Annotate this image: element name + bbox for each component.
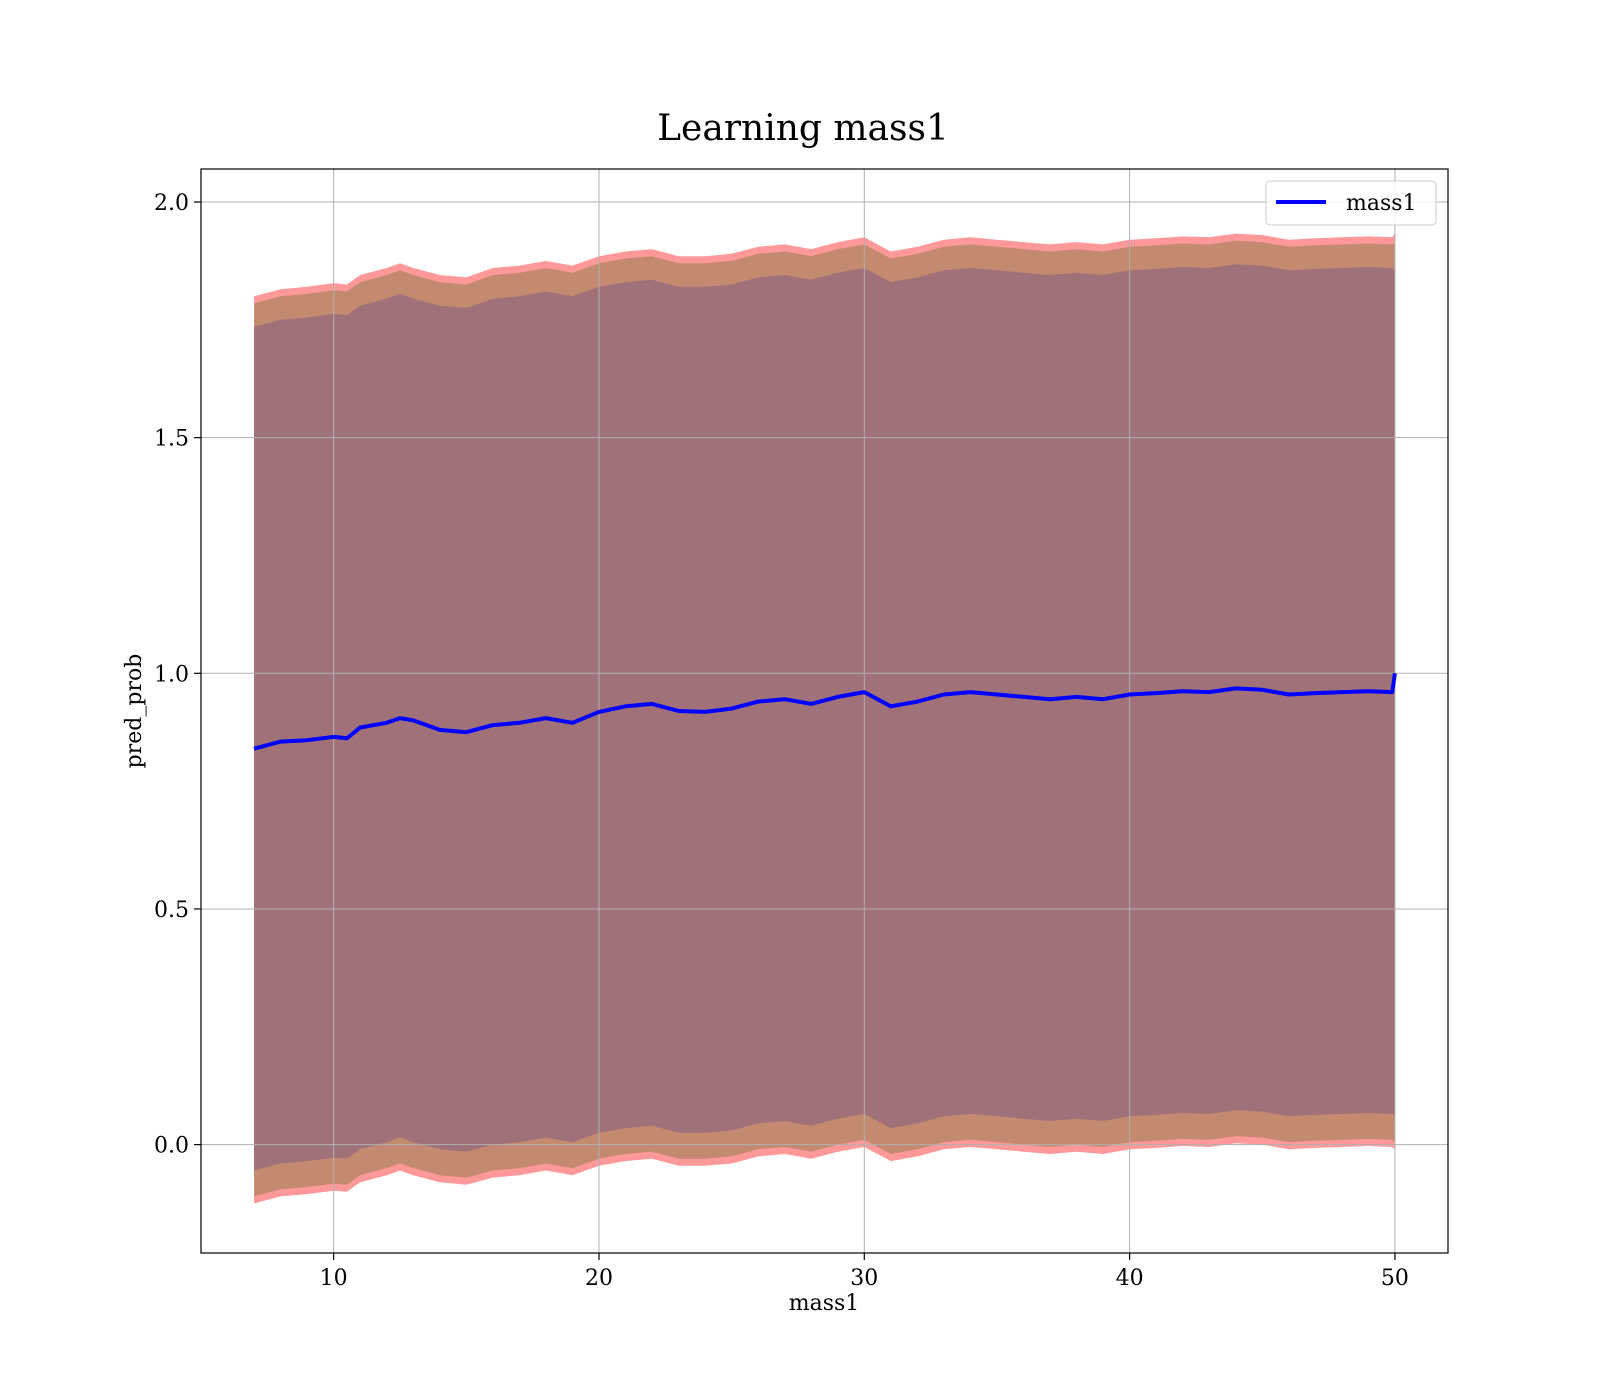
grid: [201, 169, 1448, 1253]
y-axis-label: pred_prob: [122, 654, 147, 769]
inner-confidence-band: [254, 264, 1395, 1171]
plot-frame: [200, 168, 1449, 1254]
x-axis-label: mass1: [789, 1291, 860, 1316]
y-tick-label: 1.5: [154, 427, 189, 452]
legend-entry-mass1: mass1: [1346, 191, 1417, 216]
x-tick-label: 50: [1381, 1266, 1409, 1291]
y-tick-label: 2.0: [154, 191, 189, 216]
legend: mass1: [1265, 180, 1437, 226]
confidence-bands: [254, 232, 1395, 1204]
series-lines: [253, 673, 1397, 751]
x-axis-ticks: 10 20 30 40 50: [320, 1253, 1409, 1291]
x-tick-label: 30: [850, 1266, 878, 1291]
y-tick-label: 1.0: [154, 662, 189, 687]
chart-title: Learning mass1: [657, 108, 949, 149]
y-tick-label: 0.5: [154, 898, 189, 923]
series-line-mass1: [253, 673, 1397, 751]
x-tick-label: 20: [585, 1266, 613, 1291]
legend-box: [1265, 180, 1437, 226]
y-axis-ticks: 0.0 0.5 1.0 1.5 2.0: [154, 191, 201, 1159]
x-tick-label: 40: [1116, 1266, 1144, 1291]
y-tick-label: 0.0: [154, 1134, 189, 1159]
x-tick-label: 10: [320, 1266, 348, 1291]
